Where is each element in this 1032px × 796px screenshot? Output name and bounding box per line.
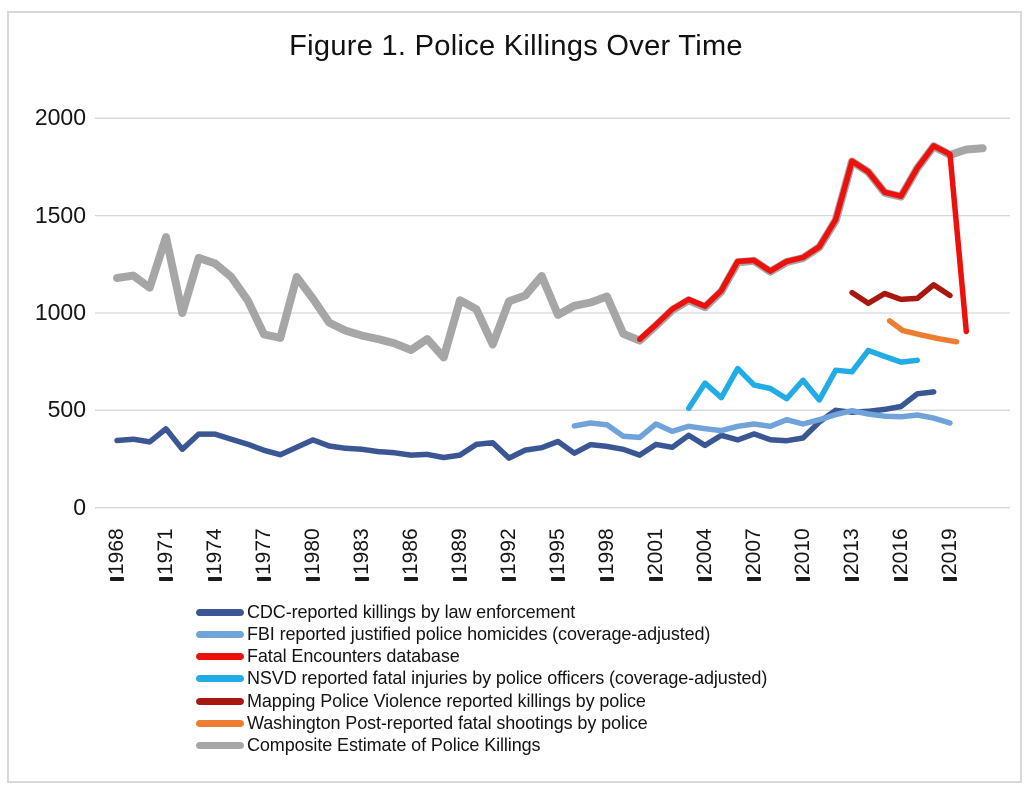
x-tick-label-1986: 1986: [399, 528, 422, 575]
legend-swatch-composite: [196, 742, 244, 750]
legend-label-cdc: CDC-reported killings by law enforcement: [247, 601, 576, 622]
x-tick-label-2010: 2010: [791, 528, 814, 575]
y-tick-label-0: 0: [73, 494, 86, 520]
x-tick-mark-1983: [355, 577, 369, 581]
x-tick-label-2013: 2013: [840, 528, 863, 575]
nsvd-line: [685, 347, 921, 412]
fbi-line: [571, 407, 953, 441]
x-tick-label-1977: 1977: [252, 528, 275, 575]
legend-swatch-fatal-encounters: [196, 653, 244, 661]
legend-item-mpv: Mapping Police Violence reported killing…: [196, 690, 646, 712]
legend-item-cdc: CDC-reported killings by law enforcement: [196, 601, 575, 623]
mpv-line: [849, 282, 953, 307]
fatal-encounters-line: [636, 143, 970, 343]
x-tick-label-2019: 2019: [938, 528, 961, 575]
legend-swatch-cdc: [196, 608, 244, 616]
legend-label-fatal-encounters: Fatal Encounters database: [247, 646, 460, 667]
legend-item-fatal-encounters: Fatal Encounters database: [196, 646, 460, 668]
x-tick-mark-1977: [257, 577, 271, 581]
x-tick-mark-1995: [551, 577, 565, 581]
composite-line: [113, 142, 987, 362]
x-tick-label-1974: 1974: [203, 528, 226, 575]
legend-swatch-nsvd: [196, 675, 244, 683]
x-tick-label-1992: 1992: [497, 528, 520, 575]
x-tick-label-1980: 1980: [301, 528, 324, 575]
legend-label-mpv: Mapping Police Violence reported killing…: [247, 690, 646, 711]
x-tick-mark-1968: [110, 577, 124, 581]
legend-item-composite: Composite Estimate of Police Killings: [196, 735, 541, 757]
x-tick-label-2016: 2016: [889, 528, 912, 575]
x-tick-mark-1992: [502, 577, 516, 581]
y-tick-label-1500: 1500: [34, 202, 86, 228]
legend-item-wapo: Washington Post-reported fatal shootings…: [196, 713, 648, 735]
x-tick-label-1998: 1998: [595, 528, 618, 575]
x-tick-label-1983: 1983: [350, 528, 373, 575]
x-tick-mark-1974: [208, 577, 222, 581]
x-tick-label-2001: 2001: [644, 528, 667, 575]
legend-label-wapo: Washington Post-reported fatal shootings…: [247, 713, 648, 733]
x-tick-mark-1989: [453, 577, 467, 581]
legend-swatch-wapo: [196, 720, 244, 727]
x-tick-mark-1971: [159, 577, 173, 581]
x-tick-mark-2001: [649, 577, 663, 581]
chart-title: Figure 1. Police Killings Over Time: [289, 30, 743, 62]
legend-label-nsvd: NSVD reported fatal injuries by police o…: [247, 668, 768, 689]
legend-label-composite: Composite Estimate of Police Killings: [247, 735, 541, 756]
x-tick-mark-2007: [747, 577, 761, 581]
x-tick-mark-2016: [894, 577, 908, 581]
x-tick-mark-2004: [698, 577, 712, 581]
x-tick-label-2004: 2004: [693, 528, 716, 575]
x-tick-label-1971: 1971: [154, 528, 177, 575]
y-tick-label-500: 500: [47, 396, 86, 422]
x-tick-mark-1998: [600, 577, 614, 581]
x-tick-mark-1980: [306, 577, 320, 581]
x-tick-mark-2019: [943, 577, 957, 581]
legend-item-fbi: FBI reported justified police homicides …: [196, 623, 710, 645]
x-tick-label-1989: 1989: [448, 528, 471, 575]
x-tick-mark-2010: [796, 577, 810, 581]
x-tick-label-1968: 1968: [105, 528, 128, 575]
legend-label-fbi: FBI reported justified police homicides …: [247, 623, 711, 644]
legend-item-nsvd: NSVD reported fatal injuries by police o…: [196, 668, 767, 690]
legend-swatch-fbi: [196, 630, 244, 638]
legend-swatch-mpv: [196, 697, 244, 705]
x-tick-label-1995: 1995: [546, 528, 569, 575]
y-tick-label-1000: 1000: [34, 299, 86, 325]
x-tick-label-2007: 2007: [742, 528, 765, 575]
y-tick-label-2000: 2000: [34, 104, 86, 130]
x-tick-mark-2013: [845, 577, 859, 581]
x-tick-mark-1986: [404, 577, 418, 581]
wapo-line: [886, 318, 960, 345]
cdc-line: [114, 389, 937, 461]
